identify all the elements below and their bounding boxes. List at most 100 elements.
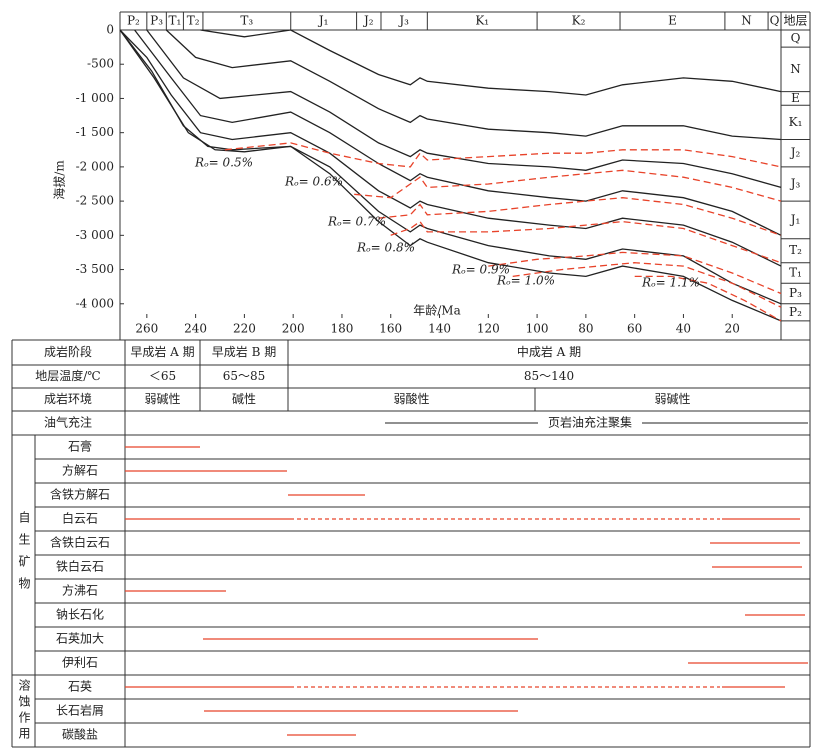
burial-curve: [200, 29, 782, 96]
mineral-name: 含铁方解石: [50, 487, 110, 502]
cell: 页岩油充注聚集: [548, 415, 632, 430]
mineral-name: 石膏: [68, 439, 92, 454]
mineral-name: 碳酸盐: [62, 727, 98, 742]
burial-curve: [146, 29, 782, 189]
y-tick-label: -2 500: [76, 194, 114, 208]
cell: 弱碱性: [654, 392, 690, 406]
ro-curve: [354, 169, 782, 202]
ro-label: Rₒ= 0.7%: [327, 215, 386, 229]
burial-curve: [165, 29, 782, 141]
y-tick-label: -3 500: [76, 262, 114, 276]
cell: ＜65: [149, 369, 176, 383]
mineral-name: 方解石: [62, 463, 98, 478]
y-tick-label: 0: [106, 23, 114, 37]
cell: 中成岩 A 期: [517, 344, 581, 359]
y-tick-label: -3 000: [76, 228, 114, 242]
ro-curve: [390, 220, 782, 264]
mineral-name: 钠长石化: [56, 607, 104, 622]
mineral-name: 石英: [68, 680, 92, 694]
x-tick-label: 120: [477, 322, 500, 336]
ro-curve: [634, 275, 782, 322]
y-tick-label: -1 000: [76, 91, 114, 105]
burial-curve: [134, 29, 782, 236]
mineral-name: 方沸石: [62, 583, 98, 598]
x-tick-label: 160: [379, 322, 402, 336]
y-tick-label: -2 000: [76, 159, 114, 173]
ro-curve: [488, 251, 782, 295]
ro-curve: [512, 262, 782, 308]
label-bg: [538, 415, 642, 431]
x-tick-label: 20: [725, 322, 740, 336]
x-tick-label: 60: [627, 322, 642, 336]
formation-label: P₂: [789, 305, 802, 319]
x-tick-label: 180: [331, 322, 354, 336]
x-tick-label: 40: [676, 322, 691, 336]
x-axis-label: 年龄/Ma: [413, 304, 461, 318]
ro-label: Rₒ= 0.6%: [284, 175, 343, 189]
mineral-name: 铁白云石: [56, 559, 104, 574]
formation-label: K₁: [789, 115, 803, 129]
strata-label: Q: [770, 14, 780, 28]
x-tick-label: 140: [428, 322, 451, 336]
cell: 85～140: [524, 369, 574, 383]
ro-curve: [378, 197, 782, 236]
mineral-name: 含铁白云石: [50, 535, 110, 550]
strata-label: J₂: [362, 14, 374, 28]
cell: 弱碱性: [144, 392, 180, 406]
x-tick-label: 100: [526, 322, 549, 336]
row-label: 油气充注: [44, 415, 92, 430]
formation-label: Q: [791, 31, 801, 45]
burial-curve: [119, 29, 782, 267]
formation-title: 地层: [783, 14, 807, 28]
burial-curve: [119, 29, 782, 322]
strata-label: K₂: [572, 14, 586, 28]
strata-label: K₁: [475, 14, 489, 28]
cell: 早成岩 A 期: [130, 344, 194, 359]
ro-label: Rₒ= 1.0%: [496, 274, 555, 288]
formation-label: E: [791, 91, 800, 105]
cell: 早成岩 B 期: [212, 344, 276, 359]
strata-label: J₁: [317, 14, 329, 28]
mineral-name: 长石岩屑: [56, 703, 104, 718]
strata-label: T₂: [187, 14, 200, 28]
strata-label: E: [668, 14, 677, 28]
y-tick-label: -4 000: [76, 296, 114, 310]
x-tick-label: 240: [184, 322, 207, 336]
ro-label: Rₒ= 0.5%: [194, 156, 253, 170]
ro-label: Rₒ= 0.8%: [356, 241, 415, 255]
formation-label: J₂: [789, 146, 801, 160]
ro-label: Rₒ= 0.9%: [451, 263, 510, 277]
group-label: 自生矿物: [17, 511, 31, 599]
x-tick-label: 200: [282, 322, 305, 336]
y-tick-label: -500: [87, 57, 114, 71]
x-tick-label: 80: [578, 322, 593, 336]
strata-label: T₁: [168, 14, 181, 28]
strata-label: T₃: [240, 14, 253, 28]
strata-label: P₃: [150, 14, 163, 28]
formation-label: T₂: [789, 243, 802, 257]
formation-label: J₁: [789, 212, 801, 226]
y-axis-label: 海拔/m: [52, 160, 67, 200]
cell: 碱性: [232, 392, 256, 406]
mineral-name: 白云石: [62, 511, 98, 526]
cell: 65～85: [223, 369, 266, 383]
x-tick-label: 260: [135, 322, 158, 336]
row-label: 成岩环境: [44, 391, 92, 406]
mineral-name: 石英加大: [56, 632, 104, 646]
row-label: 成岩阶段: [44, 344, 92, 359]
y-tick-label: -1 500: [76, 125, 114, 139]
strata-label: P₂: [127, 14, 140, 28]
group-label: 溶蚀作用: [17, 678, 31, 743]
ro-label: Rₒ= 1.1%: [641, 276, 700, 290]
strata-label: N: [741, 14, 752, 28]
formation-label: T₁: [789, 265, 802, 279]
cell: 弱酸性: [393, 391, 429, 406]
mineral-name: 伊利石: [62, 656, 98, 670]
strata-label: J₃: [397, 14, 409, 28]
formation-label: N: [790, 62, 801, 76]
row-label: 地层温度/℃: [35, 368, 100, 383]
ro-curve: [224, 142, 782, 168]
x-tick-label: 220: [233, 322, 256, 336]
formation-label: P₃: [789, 286, 802, 300]
